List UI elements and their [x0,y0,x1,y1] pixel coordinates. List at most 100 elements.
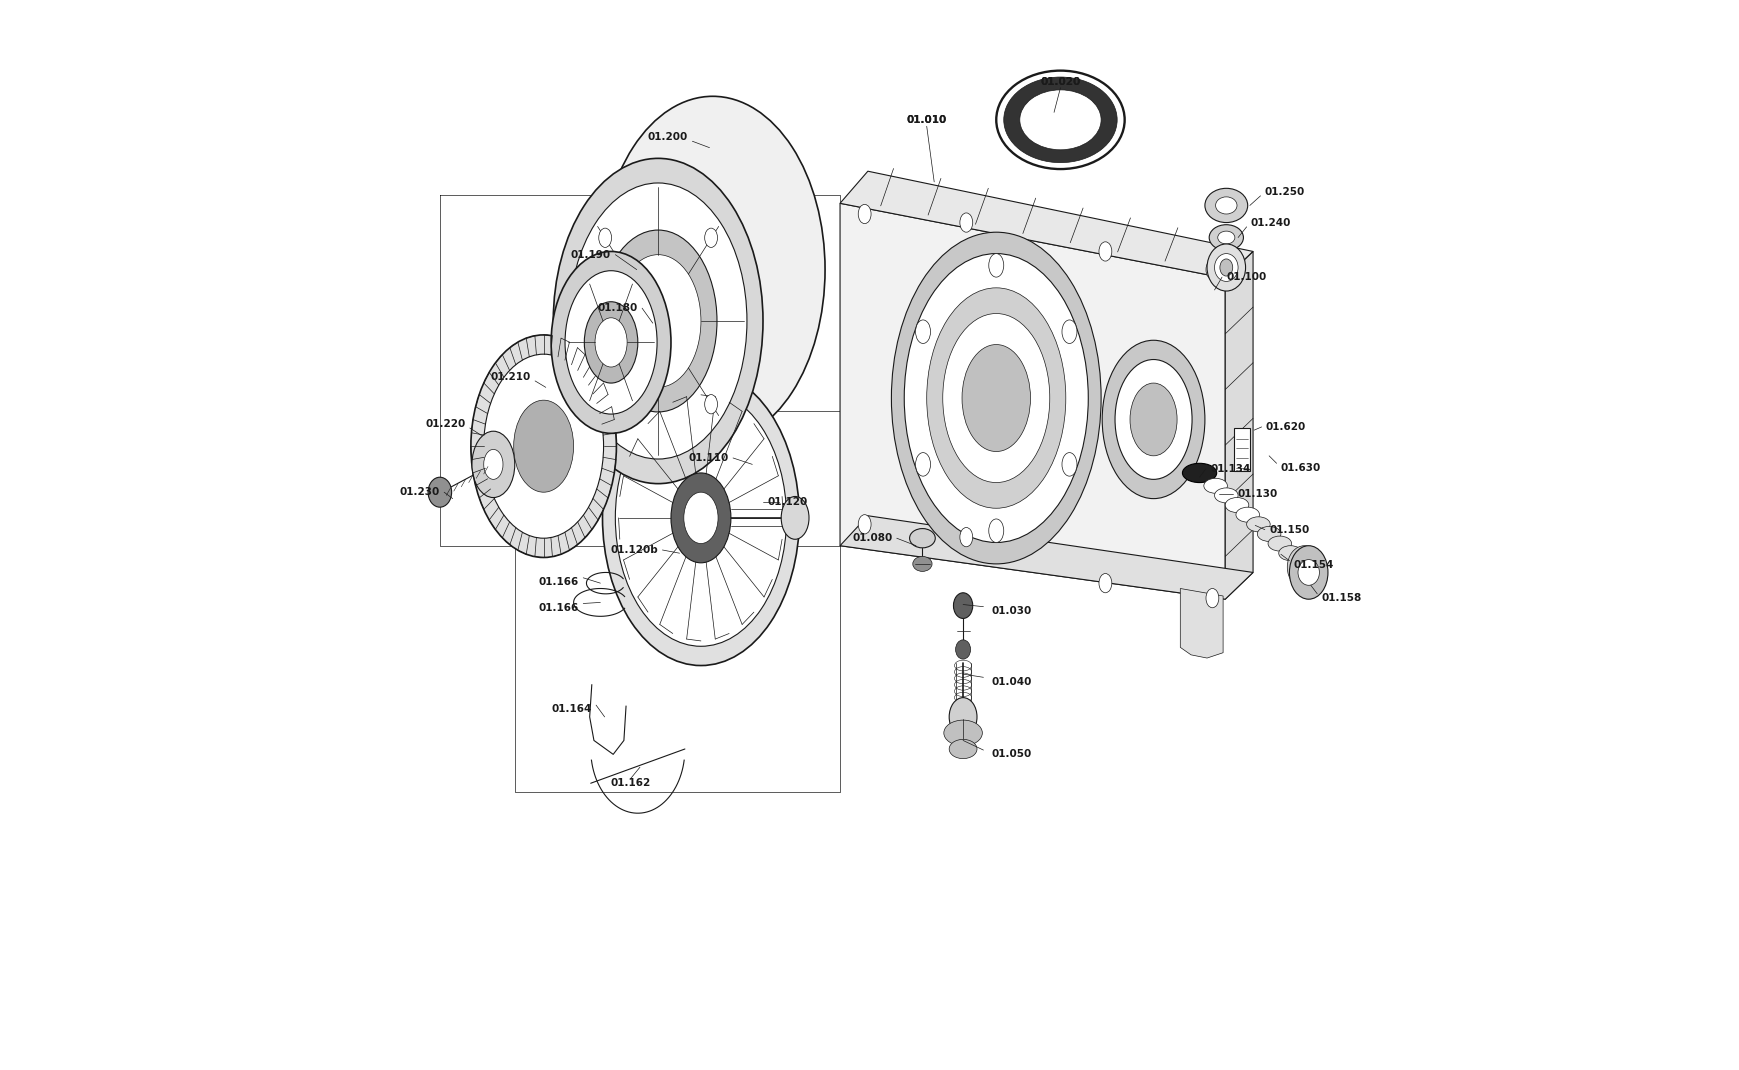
Polygon shape [1224,251,1252,599]
Polygon shape [1179,588,1223,658]
Ellipse shape [671,473,730,563]
Ellipse shape [1183,463,1216,483]
Ellipse shape [1205,588,1217,608]
Text: 01.130: 01.130 [1236,489,1276,500]
Text: 01.158: 01.158 [1322,593,1362,603]
Ellipse shape [598,230,716,412]
Polygon shape [1233,428,1249,471]
Ellipse shape [621,486,663,550]
Ellipse shape [915,453,930,476]
Text: 01.134: 01.134 [1210,463,1250,474]
Ellipse shape [949,698,976,736]
Ellipse shape [1209,225,1243,250]
Ellipse shape [1099,574,1111,593]
Text: 01.150: 01.150 [1268,524,1309,535]
Ellipse shape [927,288,1066,508]
Ellipse shape [949,739,976,759]
Ellipse shape [1205,260,1217,279]
Ellipse shape [904,254,1087,542]
Text: 01.050: 01.050 [991,749,1031,760]
Ellipse shape [1245,517,1269,532]
Ellipse shape [960,528,972,547]
Ellipse shape [962,345,1029,452]
Polygon shape [840,171,1252,278]
Ellipse shape [943,720,983,746]
Ellipse shape [1297,560,1318,585]
Text: 01.154: 01.154 [1294,560,1334,570]
Ellipse shape [1019,90,1101,150]
Text: 01.220: 01.220 [424,418,466,429]
Ellipse shape [913,556,932,571]
Ellipse shape [428,477,452,507]
Text: 01.166: 01.166 [539,602,579,613]
Ellipse shape [1268,536,1290,551]
Ellipse shape [616,389,786,646]
Ellipse shape [1129,383,1176,456]
Ellipse shape [704,228,716,247]
Ellipse shape [513,400,574,492]
Ellipse shape [953,593,972,618]
Ellipse shape [683,492,718,544]
Text: 01.166: 01.166 [539,577,579,587]
Ellipse shape [600,96,824,443]
Text: 01.190: 01.190 [570,249,610,260]
Ellipse shape [1219,259,1231,276]
Ellipse shape [1003,77,1116,163]
Text: 01.010: 01.010 [906,114,946,125]
Ellipse shape [943,314,1049,483]
Text: 01.230: 01.230 [400,487,440,498]
Ellipse shape [616,255,701,387]
Ellipse shape [1203,478,1226,493]
Ellipse shape [471,431,515,498]
Text: 01.100: 01.100 [1226,272,1266,282]
Text: 01.020: 01.020 [1040,77,1080,88]
Ellipse shape [1207,244,1245,291]
Ellipse shape [690,238,734,302]
Text: 01.250: 01.250 [1264,186,1304,197]
Text: 01.110: 01.110 [689,453,729,463]
Ellipse shape [551,251,671,433]
Polygon shape [840,203,1224,599]
Text: 01.630: 01.630 [1280,462,1320,473]
Ellipse shape [569,183,746,459]
Ellipse shape [1214,488,1238,503]
Ellipse shape [1287,546,1322,589]
Ellipse shape [1257,526,1280,541]
Text: 01.162: 01.162 [610,778,650,789]
Ellipse shape [678,496,706,539]
Text: 01.010: 01.010 [906,114,946,125]
Ellipse shape [1289,546,1327,599]
Text: 01.040: 01.040 [991,676,1031,687]
Ellipse shape [584,302,638,383]
Ellipse shape [1278,546,1301,561]
Ellipse shape [471,335,616,557]
Ellipse shape [553,158,763,484]
Ellipse shape [598,395,610,414]
Ellipse shape [1115,360,1191,479]
Text: 01.080: 01.080 [852,533,892,544]
Ellipse shape [565,271,657,414]
Text: 01.620: 01.620 [1266,422,1306,432]
Ellipse shape [1235,507,1259,522]
Text: 01.180: 01.180 [596,303,638,314]
Ellipse shape [1203,188,1247,223]
Ellipse shape [890,232,1101,564]
Ellipse shape [1099,242,1111,261]
Ellipse shape [1217,231,1235,244]
Polygon shape [840,516,1252,599]
Text: 01.120: 01.120 [767,496,807,507]
Ellipse shape [988,519,1003,542]
Ellipse shape [781,496,809,539]
Ellipse shape [704,395,716,414]
Text: 01.120b: 01.120b [610,545,657,555]
Ellipse shape [483,354,603,538]
Ellipse shape [955,640,970,659]
Text: 01.020: 01.020 [1040,77,1080,88]
Ellipse shape [595,318,626,367]
Ellipse shape [960,213,972,232]
Ellipse shape [1216,197,1236,214]
Ellipse shape [909,529,936,548]
Ellipse shape [915,320,930,343]
Ellipse shape [1061,453,1076,476]
Ellipse shape [1061,320,1076,343]
